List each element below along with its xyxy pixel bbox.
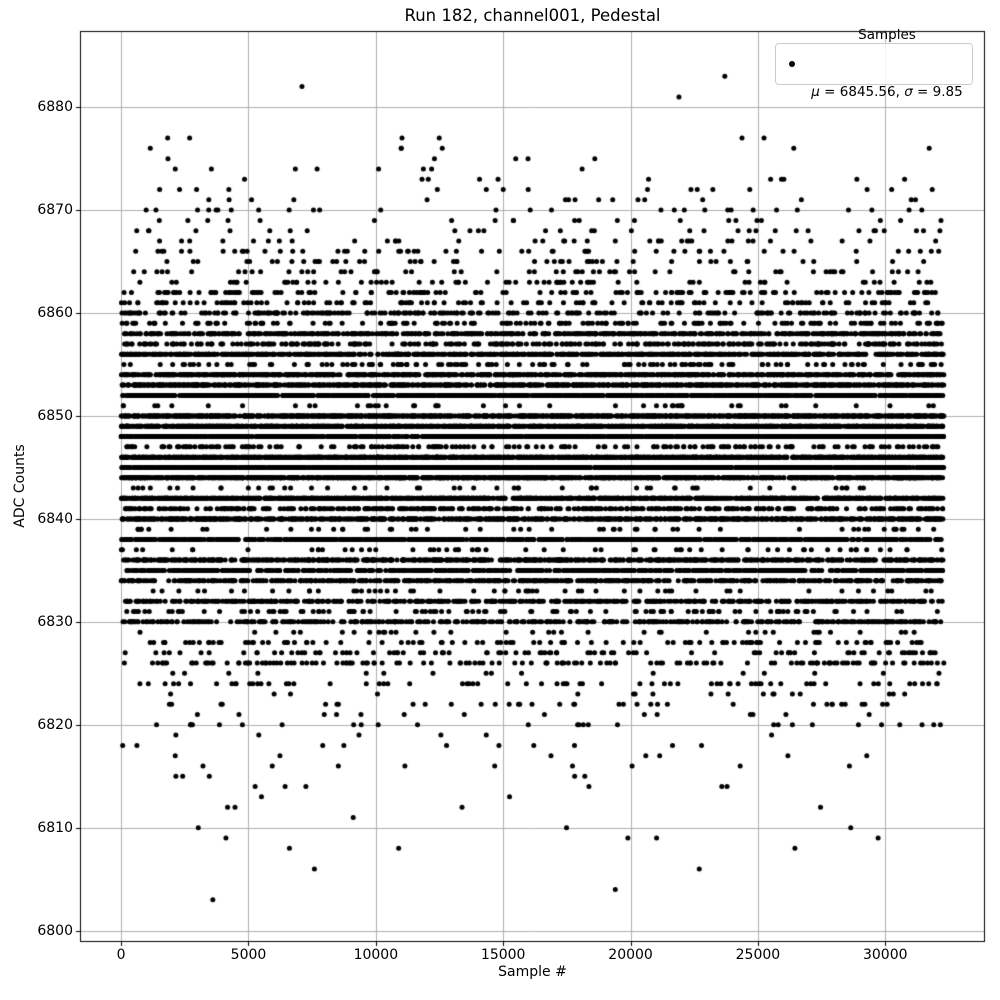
x-tick-label: 5000 <box>230 947 267 963</box>
legend-sigma-value: = 9.85 <box>912 84 963 100</box>
y-tick-label: 6820 <box>37 716 73 733</box>
y-tick-label: 6870 <box>37 202 73 219</box>
x-tick-label: 10000 <box>353 947 399 963</box>
x-tick-label: 25000 <box>735 947 781 963</box>
y-tick-label: 6800 <box>37 922 73 939</box>
legend-mu-symbol: μ <box>811 84 820 100</box>
x-axis-label: Sample # <box>498 964 567 980</box>
y-tick-label: 6810 <box>37 819 73 836</box>
y-tick-label: 6850 <box>37 407 73 424</box>
x-tick-label: 30000 <box>862 947 908 963</box>
y-tick-label: 6830 <box>37 613 73 630</box>
x-tick-label: 15000 <box>480 947 526 963</box>
y-tick-label: 6860 <box>37 305 73 322</box>
y-tick-label: 6880 <box>37 99 73 116</box>
legend-sigma-symbol: σ <box>904 84 913 100</box>
legend-stats-line: μ = 6845.56, σ = 9.85 <box>808 83 966 102</box>
plot-title: Run 182, channel001, Pedestal <box>404 6 661 25</box>
legend-series-label: Samples <box>858 27 916 43</box>
legend-marker-dot <box>789 61 795 67</box>
y-tick-label: 6840 <box>37 510 73 527</box>
x-tick-label: 20000 <box>608 947 653 963</box>
legend: Samples μ = 6845.56, σ = 9.85 <box>775 27 973 100</box>
legend-mu-value: = 6845.56, <box>819 84 905 100</box>
legend-marker-column <box>776 61 808 67</box>
legend-text: Samples μ = 6845.56, σ = 9.85 <box>808 0 972 140</box>
x-tick-label: 0 <box>116 947 126 963</box>
